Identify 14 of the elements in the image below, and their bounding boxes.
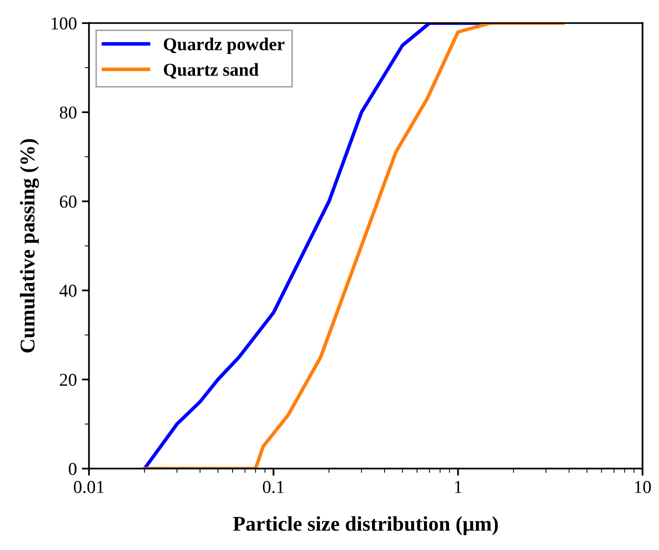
y-axis-title: Cumulative passing (%) — [20, 139, 39, 352]
y-tick-label: 0 — [68, 462, 76, 476]
y-tick-label: 40 — [59, 284, 76, 297]
legend-label: Quartz sand — [164, 63, 259, 79]
y-tick-label: 20 — [60, 374, 76, 386]
legend-label: Quardz powder — [164, 38, 284, 54]
y-tick-label: 80 — [60, 106, 76, 119]
x-tick-label: 10 — [635, 480, 651, 494]
x-axis-title: Particle size distribution (µm) — [233, 516, 498, 536]
y-tick-label: 100 — [52, 17, 76, 30]
x-tick-label: 0.1 — [262, 480, 284, 494]
x-tick-label: 0.01 — [74, 480, 104, 494]
y-tick-label: 60 — [60, 196, 76, 208]
x-tick-label: 1 — [455, 481, 462, 493]
